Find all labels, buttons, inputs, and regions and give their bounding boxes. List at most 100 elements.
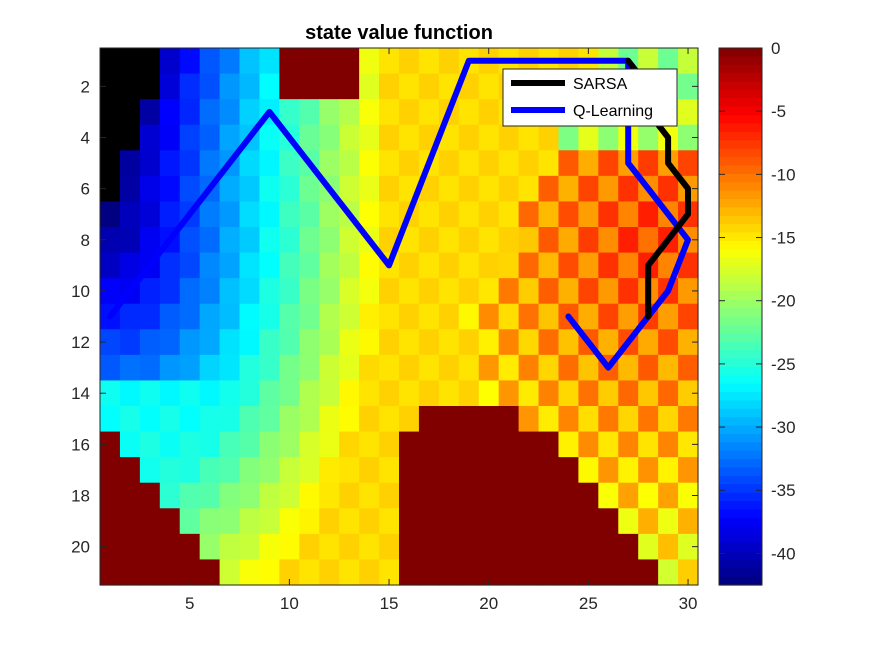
- heatmap-cell: [399, 406, 420, 433]
- heatmap-cell: [418, 329, 440, 356]
- heatmap-cell: [179, 227, 201, 254]
- heatmap-cell: [159, 354, 181, 382]
- heatmap-cell: [578, 354, 599, 382]
- heatmap-cell: [399, 73, 420, 100]
- heatmap-cell: [399, 99, 420, 126]
- heatmap-cell: [399, 533, 420, 561]
- heatmap-cell: [598, 457, 619, 484]
- heatmap-cell: [598, 431, 619, 458]
- heatmap-cell: [219, 175, 241, 203]
- colorbar-segment: [719, 106, 762, 116]
- heatmap-cell: [259, 354, 280, 382]
- x-tick-label: 25: [579, 594, 598, 613]
- heatmap-cell: [438, 354, 460, 382]
- heatmap-cell: [199, 48, 221, 75]
- y-tick-label: 4: [81, 129, 90, 148]
- heatmap-cell: [598, 124, 619, 151]
- y-tick-label: 10: [71, 282, 90, 301]
- heatmap-cell: [399, 354, 420, 382]
- heatmap-cell: [100, 73, 121, 100]
- x-tick-label: 10: [280, 594, 299, 613]
- heatmap-cell: [618, 201, 639, 228]
- heatmap-cell: [100, 482, 121, 509]
- heatmap-cell: [359, 150, 380, 177]
- heatmap-cell: [259, 329, 280, 356]
- heatmap-cell: [319, 457, 340, 484]
- heatmap-cell: [100, 508, 121, 535]
- heatmap-cell: [379, 329, 400, 356]
- colorbar-segment: [719, 165, 762, 175]
- heatmap-cell: [478, 201, 500, 228]
- heatmap-cell: [339, 354, 360, 382]
- heatmap-cell: [458, 559, 480, 586]
- legend: SARSA Q-Learning: [502, 68, 678, 127]
- heatmap-cell: [379, 380, 400, 407]
- heatmap-cell: [618, 482, 639, 509]
- heatmap-cell: [598, 482, 619, 509]
- colorbar-segment: [719, 559, 762, 569]
- heatmap-cell: [578, 175, 599, 203]
- heatmap-cell: [538, 559, 560, 586]
- colorbar-segment: [719, 375, 762, 385]
- heatmap-cell: [538, 278, 560, 305]
- heatmap-cell: [418, 482, 440, 509]
- heatmap-cell: [239, 278, 261, 305]
- heatmap-cell: [458, 380, 480, 407]
- heatmap-cell: [359, 278, 380, 305]
- heatmap-cell: [458, 431, 480, 458]
- heatmap-cell: [179, 508, 201, 535]
- heatmap-cell: [279, 303, 300, 330]
- heatmap-cell: [678, 354, 699, 382]
- heatmap-cell: [478, 73, 500, 100]
- heatmap-cell: [438, 431, 460, 458]
- y-axis: 2 4 6 8 10 12 14 16 18 20: [71, 77, 698, 557]
- heatmap-cell: [339, 406, 360, 433]
- heatmap-cell: [618, 559, 639, 586]
- heatmap-cell: [279, 252, 300, 279]
- heatmap-cell: [598, 508, 619, 535]
- heatmap-cell: [578, 380, 599, 407]
- heatmap-cell: [518, 559, 540, 586]
- heatmap-cell: [199, 533, 221, 561]
- heatmap-cell: [658, 457, 679, 484]
- heatmap-cell: [319, 278, 340, 305]
- heatmap-cell: [179, 329, 201, 356]
- colorbar-segment: [719, 417, 762, 427]
- heatmap-cell: [618, 252, 639, 279]
- heatmap-cell: [678, 406, 699, 433]
- heatmap-cell: [638, 482, 659, 509]
- heatmap-cell: [578, 508, 599, 535]
- y-tick-label: 14: [71, 384, 90, 403]
- heatmap-cell: [119, 303, 141, 330]
- heatmap-cell: [239, 508, 261, 535]
- heatmap-cell: [219, 559, 241, 586]
- heatmap-cell: [299, 201, 320, 228]
- heatmap-cell: [518, 124, 540, 151]
- heatmap-cell: [219, 99, 241, 126]
- heatmap-cell: [518, 431, 540, 458]
- heatmap-cell: [179, 457, 201, 484]
- heatmap-cell: [418, 99, 440, 126]
- colorbar-segment: [719, 240, 762, 250]
- heatmap-cell: [339, 278, 360, 305]
- heatmap-cell: [438, 406, 460, 433]
- heatmap-cell: [478, 380, 500, 407]
- heatmap-cell: [159, 303, 181, 330]
- heatmap-cell: [658, 329, 679, 356]
- heatmap-cell: [299, 303, 320, 330]
- heatmap-cell: [219, 252, 241, 279]
- heatmap-cell: [219, 124, 241, 151]
- heatmap-cell: [239, 559, 261, 586]
- heatmap-cell: [379, 99, 400, 126]
- heatmap-cell: [339, 227, 360, 254]
- heatmap-cell: [538, 329, 560, 356]
- heatmap-cell: [438, 227, 460, 254]
- heatmap-cell: [139, 227, 161, 254]
- heatmap-cell: [279, 73, 300, 100]
- heatmap-cell: [339, 431, 360, 458]
- heatmap-cell: [618, 533, 639, 561]
- heatmap-cell: [518, 380, 540, 407]
- heatmap-cell: [379, 201, 400, 228]
- heatmap-cell: [139, 457, 161, 484]
- heatmap-cell: [578, 559, 599, 586]
